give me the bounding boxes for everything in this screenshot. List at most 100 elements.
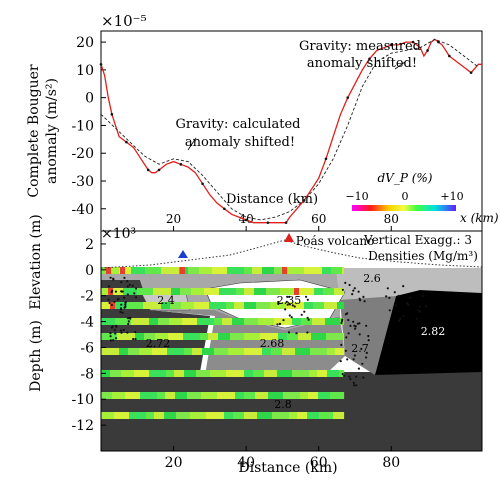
earthquake-hypocenter (120, 281, 123, 284)
density-label-2.4: 2.4 (157, 294, 175, 307)
tomography-cell (224, 412, 233, 419)
tomography-cell (287, 333, 298, 340)
earthquake-hypocenter (405, 302, 409, 305)
earthquake-hypocenter (407, 303, 410, 306)
tomography-cell (194, 302, 209, 309)
earthquake-hypocenter (124, 305, 127, 308)
tomography-cell (181, 302, 194, 309)
earthquake-hypocenter (306, 331, 309, 334)
earthquake-hypocenter (341, 372, 344, 376)
earthquake-hypocenter (354, 327, 357, 330)
tomography-cell (256, 302, 270, 309)
gravity-y-label-line1: Complete Bouguer (26, 64, 42, 197)
tomography-cell (183, 333, 200, 340)
tomography-cell (101, 267, 109, 274)
tomography-cell (304, 267, 322, 274)
tomography-cell (117, 333, 135, 340)
measured-anomaly-point (99, 63, 103, 66)
annotation-measured-line2: anomaly shifted! (307, 56, 417, 71)
measured-anomaly-point (448, 54, 451, 58)
earthquake-hypocenter (109, 339, 112, 342)
tomography-cell (244, 333, 260, 340)
earthquake-hypocenter (134, 296, 138, 299)
section-y-tick-label: -4 (80, 315, 94, 331)
section-y-tick-label: -12 (71, 418, 94, 434)
earthquake-hypocenter (346, 358, 349, 361)
svg-text:Elevation (m): Elevation (m) (28, 214, 44, 309)
earthquake-hypocenter (107, 298, 110, 301)
tomography-cell (167, 348, 184, 355)
tomography-cell (214, 318, 222, 325)
earthquake-hypocenter (107, 285, 111, 288)
gravity-plot-frame (100, 30, 483, 232)
tomography-cell (226, 302, 234, 309)
tomography-cell (169, 318, 182, 325)
earthquake-hypocenter (398, 319, 401, 322)
body-2.82 (375, 290, 482, 375)
earthquake-hypocenter (351, 293, 354, 296)
earthquake-hypocenter (397, 294, 400, 297)
tomography-cell (298, 333, 311, 340)
earthquake-hypocenter (348, 283, 351, 287)
tomography-cell (244, 348, 262, 355)
tomography-cell (314, 288, 323, 295)
tomography-cell-hot (294, 288, 299, 295)
earthquake-hypocenter (386, 287, 389, 290)
body-2.6 (336, 268, 482, 302)
measured-anomaly-point (389, 43, 393, 47)
earthquake-hypocenter (421, 295, 424, 298)
section-y-tick-label: -2 (80, 289, 94, 305)
earthquake-hypocenter (362, 295, 365, 298)
tomography-cell (255, 392, 268, 399)
earthquake-hypocenter (286, 295, 289, 298)
tomography-cell (219, 288, 236, 295)
tomography-cell (190, 412, 206, 419)
tomography-cell (292, 370, 309, 377)
measured-anomaly-point (426, 49, 429, 52)
earthquake-hypocenter (293, 305, 296, 308)
earthquake-hypocenter (306, 316, 309, 319)
earthquake-hypocenter (109, 276, 112, 279)
tomography-cell-hot (108, 288, 113, 295)
tomography-cell (204, 288, 219, 295)
tomography-cell (230, 333, 244, 340)
gravity-x-tick-label: 20 (166, 212, 181, 226)
tomography-cell (101, 302, 113, 309)
earthquake-hypocenter (116, 298, 119, 301)
measured-anomaly-point (146, 168, 150, 172)
earthquake-hypocenter (123, 276, 126, 279)
gravity-y-ticks: 20 10 0 -10 -20 -30 -40 (71, 35, 106, 218)
tomography-cell (210, 370, 226, 377)
gravity-x-label: Distance (km) (226, 192, 318, 207)
gravity-y-tick-label: -20 (71, 146, 94, 162)
earthquake-hypocenter (282, 319, 285, 322)
tomography-cell (339, 370, 345, 377)
tomography-cell (175, 392, 187, 399)
tomography-stripes (101, 267, 345, 419)
earthquake-hypocenter (342, 374, 346, 377)
tomography-cell (123, 288, 137, 295)
earthquake-hypocenter (126, 285, 129, 288)
vertical-exaggeration-label: Vertical Exagg.: 3 (363, 233, 472, 247)
tomography-cell (158, 318, 169, 325)
tomography-cell (110, 370, 121, 377)
earthquake-hypocenter (287, 331, 291, 334)
density-label-2.8: 2.8 (274, 398, 292, 411)
earthquake-hypocenter (359, 299, 362, 302)
tomography-cell (212, 267, 227, 274)
tomography-cell (260, 333, 278, 340)
earthquake-hypocenter (123, 296, 126, 299)
tomography-cell (343, 333, 345, 340)
tomography-cell (234, 302, 244, 309)
tomography-cell (335, 348, 345, 355)
earthquake-hypocenter (352, 358, 355, 361)
tomography-cell (268, 392, 283, 399)
gravity-y-tick-label: -30 (71, 174, 94, 190)
earthquake-hypocenter (402, 315, 405, 318)
tomography-cell (199, 267, 212, 274)
tomography-cell (119, 348, 128, 355)
tomography-cell (307, 412, 319, 419)
earthquake-hypocenter (367, 339, 370, 342)
earthquake-hypocenter (126, 280, 129, 283)
earthquake-hypocenter (339, 360, 342, 363)
